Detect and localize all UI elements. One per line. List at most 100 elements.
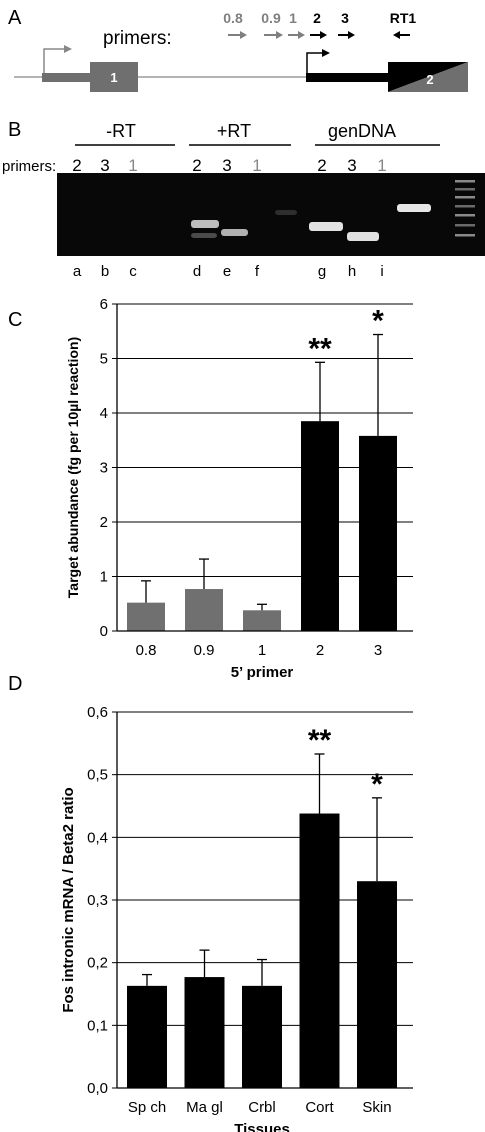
primer-arrow-rt1 bbox=[393, 31, 410, 39]
panel-c: C 0 1 2 3 4 5 6 0.8 0.9 1 ** 2 * 3 5’ primer Target abu… bbox=[8, 296, 413, 681]
band-lane-f bbox=[275, 210, 297, 215]
ladder-band bbox=[455, 196, 475, 199]
band-lane-g bbox=[309, 222, 343, 231]
exon-1-label: 1 bbox=[110, 70, 117, 85]
significance-marker: ** bbox=[308, 724, 332, 757]
y-tick-label: 0,4 bbox=[87, 829, 108, 846]
ladder-band bbox=[455, 188, 475, 191]
lane-letter-i: i bbox=[380, 263, 383, 280]
y-tick-label: 0 bbox=[100, 623, 108, 640]
x-tick-label: 0.9 bbox=[194, 642, 215, 659]
x-tick-label: 2 bbox=[316, 642, 324, 659]
exon-2-3utr bbox=[388, 62, 468, 92]
bar-sp-ch bbox=[127, 985, 167, 1088]
lane-primer-1: 2 bbox=[72, 156, 81, 175]
lane-letter-g: g bbox=[318, 263, 326, 280]
group-label-minus-rt: -RT bbox=[106, 121, 136, 141]
x-axis-title: 5’ primer bbox=[231, 664, 294, 681]
y-tick-label: 0,3 bbox=[87, 892, 108, 909]
bar-cort bbox=[299, 813, 340, 1088]
band-lane-h bbox=[347, 232, 379, 241]
lane-primer-2: 3 bbox=[100, 156, 109, 175]
panel-d: D 0,0 0,1 0,2 0,3 0,4 0,5 0,6 Sp ch Ma gl Crbl ** C… bbox=[8, 673, 413, 1132]
lane-primer-5: 3 bbox=[222, 156, 231, 175]
lane-letter-c: c bbox=[129, 263, 137, 280]
primer-label-2: 2 bbox=[313, 10, 321, 26]
x-tick-label: Ma gl bbox=[186, 1099, 223, 1116]
bar-crbl bbox=[242, 985, 282, 1088]
ladder-band bbox=[455, 234, 475, 237]
lane-primer-4: 2 bbox=[192, 156, 201, 175]
y-tick-label: 1 bbox=[100, 569, 108, 586]
x-tick-label: 0.8 bbox=[136, 642, 157, 659]
chart-d: 0,0 0,1 0,2 0,3 0,4 0,5 0,6 Sp ch Ma gl Crbl ** Cor… bbox=[60, 704, 413, 1132]
significance-marker: * bbox=[372, 305, 384, 338]
x-axis-title: Tissues bbox=[234, 1121, 290, 1132]
x-tick-label: Crbl bbox=[248, 1099, 276, 1116]
lane-letters: a b c d e f g h i bbox=[73, 263, 384, 280]
band-lane-e bbox=[221, 229, 248, 236]
y-tick-label: 0,6 bbox=[87, 704, 108, 721]
y-tick-label: 4 bbox=[100, 405, 108, 422]
bar-0-8 bbox=[127, 602, 165, 631]
lane-primer-7: 2 bbox=[317, 156, 326, 175]
x-tick-label: 3 bbox=[374, 642, 382, 659]
y-tick-label: 3 bbox=[100, 460, 108, 477]
x-tick-label: Sp ch bbox=[128, 1099, 166, 1116]
primer-arrow-2 bbox=[310, 31, 327, 39]
lane-letter-b: b bbox=[101, 263, 109, 280]
ladder-band bbox=[455, 205, 475, 208]
primer-arrow-3 bbox=[338, 31, 355, 39]
tss-arrow-gray bbox=[43, 45, 72, 73]
x-tick-label: Cort bbox=[305, 1099, 334, 1116]
ladder-band bbox=[455, 180, 475, 183]
panel-b-letter: B bbox=[8, 119, 21, 141]
y-tick-label: 2 bbox=[100, 514, 108, 531]
y-tick-label: 0,2 bbox=[87, 955, 108, 972]
y-axis-title: Fos intronic mRNA / Beta2 ratio bbox=[60, 787, 77, 1012]
exon-2-label: 2 bbox=[426, 72, 433, 87]
primer-label-1: 1 bbox=[289, 10, 297, 26]
y-tick-label: 6 bbox=[100, 296, 108, 313]
bar-2 bbox=[301, 421, 339, 631]
tss-arrow-black bbox=[306, 49, 330, 73]
exon-2-utr bbox=[306, 73, 388, 82]
primer-arrow-1 bbox=[288, 31, 305, 39]
panel-a-letter: A bbox=[8, 7, 22, 29]
chart-c: 0 1 2 3 4 5 6 0.8 0.9 1 ** 2 * 3 5’ primer Target abund… bbox=[65, 296, 413, 681]
band-lane-i bbox=[397, 204, 431, 212]
lane-primer-9: 1 bbox=[377, 156, 386, 175]
group-label-gendna: genDNA bbox=[328, 121, 396, 141]
ladder-band bbox=[455, 224, 475, 227]
lane-letter-e: e bbox=[223, 263, 231, 280]
lane-letter-a: a bbox=[73, 263, 82, 280]
lane-letter-f: f bbox=[255, 263, 260, 280]
lane-primer-8: 3 bbox=[347, 156, 356, 175]
ladder-band bbox=[455, 214, 475, 217]
bar-ma-gl bbox=[184, 977, 225, 1088]
bar-1 bbox=[243, 610, 281, 631]
primer-arrow-0-9 bbox=[264, 31, 283, 39]
y-tick-label: 5 bbox=[100, 351, 108, 368]
band-lane-d bbox=[191, 220, 219, 228]
primer-label-rt1: RT1 bbox=[390, 10, 417, 26]
primer-label-0-9: 0.9 bbox=[261, 10, 281, 26]
significance-marker: ** bbox=[308, 332, 332, 365]
x-tick-label: 1 bbox=[258, 642, 266, 659]
lane-primers-label: primers: bbox=[2, 158, 56, 175]
exon-1-utr bbox=[42, 73, 90, 82]
bar-0-9 bbox=[185, 589, 223, 631]
group-label-plus-rt: +RT bbox=[217, 121, 251, 141]
gel-bands bbox=[191, 180, 475, 241]
bar-3 bbox=[359, 435, 397, 631]
x-tick-label: Skin bbox=[362, 1099, 391, 1116]
lane-letter-h: h bbox=[348, 263, 356, 280]
lane-primer-3: 1 bbox=[128, 156, 137, 175]
significance-marker: * bbox=[371, 768, 383, 801]
primer-label-0-8: 0.8 bbox=[223, 10, 243, 26]
y-tick-label: 0,5 bbox=[87, 767, 108, 784]
primer-arrow-0-8 bbox=[228, 31, 247, 39]
